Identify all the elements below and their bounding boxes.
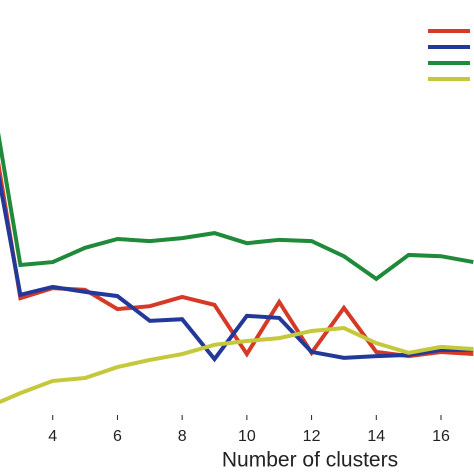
x-tick-label: 14 — [367, 428, 385, 445]
x-tick-label: 8 — [178, 428, 187, 445]
series-line — [0, 172, 474, 363]
x-tick-label: 6 — [113, 428, 122, 445]
series-line — [0, 325, 474, 405]
x-axis-label: Number of clusters — [222, 449, 398, 472]
plot-area — [0, 132, 474, 405]
x-tick-label: 12 — [303, 428, 321, 445]
x-tick-label: 4 — [48, 428, 57, 445]
series-line — [0, 132, 474, 282]
x-tick-label: 10 — [238, 428, 256, 445]
x-tick-label: 16 — [432, 428, 450, 445]
series-line — [0, 161, 474, 359]
